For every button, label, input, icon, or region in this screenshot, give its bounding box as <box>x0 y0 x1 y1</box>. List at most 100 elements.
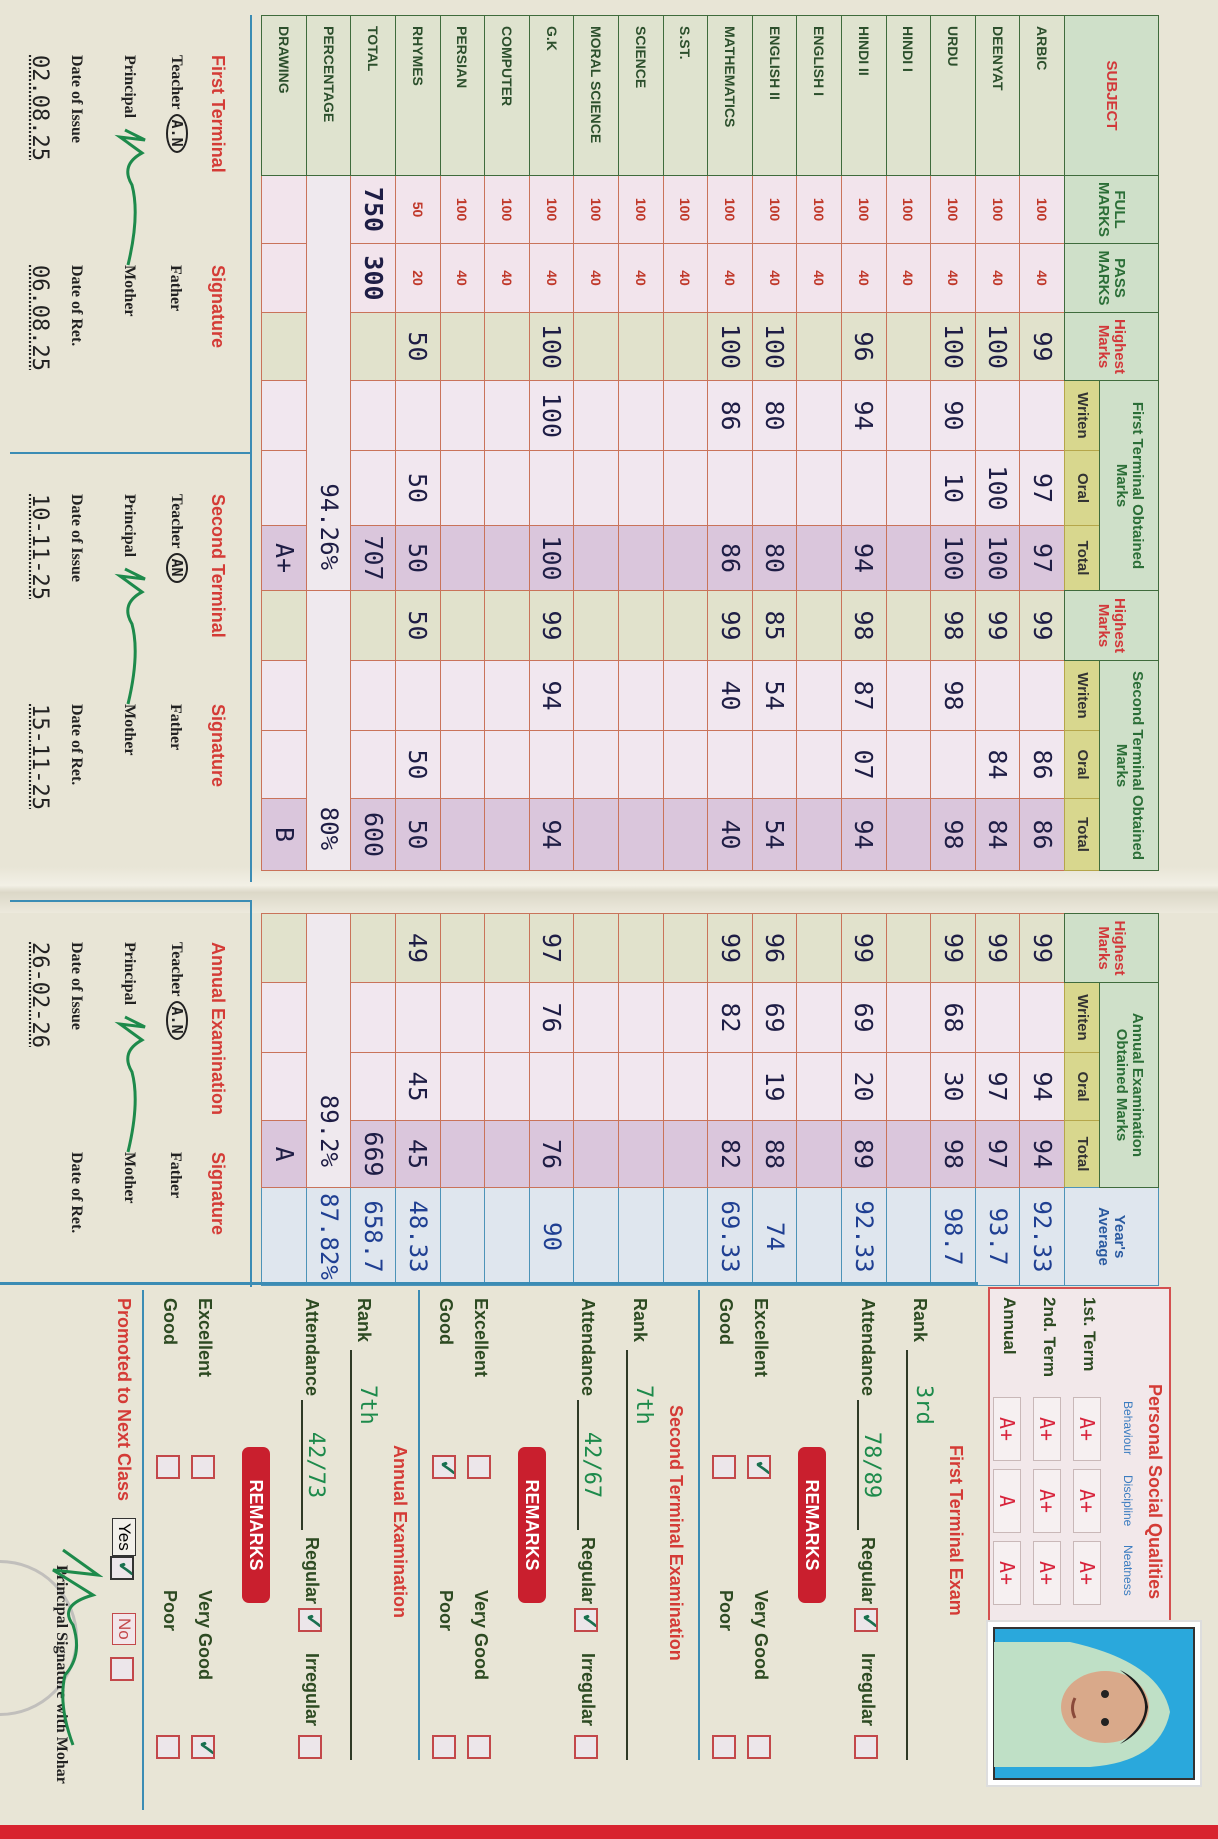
total-header: Total <box>1064 1120 1100 1188</box>
second-terminal-oral-cell <box>752 730 797 799</box>
remark-checkbox-good[interactable] <box>156 1455 180 1479</box>
subject-row: TOTAL 750 300 707 600 <box>351 15 396 871</box>
first-terminal-oral-cell: 10 <box>930 450 976 526</box>
second-terminal-oral-cell <box>440 730 485 799</box>
section-divider <box>418 1290 420 1760</box>
total-header: Total <box>1064 798 1100 871</box>
first-terminal-highest-cell: 96 <box>841 312 887 381</box>
remark-checkbox-very-good[interactable] <box>467 1735 491 1759</box>
date-of-issue-label: Date of Issue <box>68 494 85 582</box>
regular-label: Regular <box>578 1537 598 1605</box>
annual-total-cell: 94 <box>1019 1120 1065 1188</box>
first-terminal-total-cell <box>440 525 485 591</box>
first-terminal-oral-cell <box>351 450 396 526</box>
subject-name: PERCENTAGE <box>306 15 351 176</box>
annual-written-cell <box>395 982 441 1053</box>
subject-row: 97 76 76 90 <box>529 913 574 1286</box>
psq-grade: A <box>993 1469 1021 1533</box>
annual-highest-cell: 99 <box>707 913 753 983</box>
remark-checkbox-poor[interactable] <box>156 1735 180 1759</box>
pass-marks-cell: 40 <box>440 243 485 313</box>
subject-name: HINDI I <box>886 15 931 176</box>
irregular-checkbox[interactable] <box>574 1735 598 1759</box>
remark-label: Very Good <box>751 1590 771 1681</box>
remark-checkbox-good[interactable] <box>712 1455 736 1479</box>
second-terminal-oral-cell <box>886 730 931 799</box>
second-terminal-oral-cell: 86 <box>1019 730 1065 799</box>
subject-row <box>886 913 931 1286</box>
annual-oral-cell <box>663 1052 708 1121</box>
principal-label: Principal <box>121 494 138 558</box>
years-average-cell: 69.33 <box>707 1187 753 1286</box>
subject-row: RHYMES 50 20 50 50 50 50 50 50 <box>395 15 441 871</box>
pass-marks-cell: 40 <box>975 243 1020 313</box>
irregular-checkbox[interactable] <box>854 1735 878 1759</box>
full-marks-cell: 100 <box>1019 175 1065 244</box>
irregular-label: Irregular <box>858 1653 878 1727</box>
annual-highest-cell: 96 <box>752 913 797 983</box>
annual-written-cell <box>573 982 619 1053</box>
first-terminal-total-cell: A+ <box>261 525 307 591</box>
annual-oral-cell: 19 <box>752 1052 797 1121</box>
years-average-cell <box>796 1187 842 1286</box>
annual-total-cell: 82 <box>707 1120 753 1188</box>
regular-checkbox[interactable] <box>854 1608 878 1632</box>
remark-checkbox-very-good[interactable] <box>191 1735 215 1759</box>
second-terminal-oral-cell <box>573 730 619 799</box>
psq-grade: A+ <box>993 1397 1021 1461</box>
promoted-label: Promoted to Next Class <box>114 1298 134 1502</box>
remarks-badge: REMARKS <box>798 1447 826 1603</box>
annual-written-cell <box>440 982 485 1053</box>
remark-checkbox-excellent[interactable] <box>467 1455 491 1479</box>
first-terminal-written-cell <box>1019 380 1065 451</box>
date-of-issue-label: Date of Issue <box>68 55 85 143</box>
remark-checkbox-very-good[interactable] <box>747 1735 771 1759</box>
years-average-cell <box>663 1187 708 1286</box>
annual-total-cell <box>440 1120 485 1188</box>
regular-checkbox[interactable] <box>298 1608 322 1632</box>
remark-label: Good <box>160 1298 180 1345</box>
annual-oral-cell: 45 <box>395 1052 441 1121</box>
first-terminal-total-cell: 100 <box>930 525 976 591</box>
regular-checkbox[interactable] <box>574 1608 598 1632</box>
annual-written-cell <box>663 982 708 1053</box>
annual-total-cell: 98 <box>930 1120 976 1188</box>
first-terminal-highest-cell <box>440 312 485 381</box>
second-terminal-highest-cell <box>440 590 485 661</box>
annual-highest-cell <box>573 913 619 983</box>
full-marks-cell: 750 <box>351 175 396 244</box>
second-terminal-total-cell <box>796 798 842 871</box>
annual-oral-cell <box>886 1052 931 1121</box>
second-terminal-oral-cell: 07 <box>841 730 887 799</box>
annual-highest-cell <box>663 913 708 983</box>
yes-label: Yes <box>112 1518 136 1556</box>
annual-written-cell <box>975 982 1020 1053</box>
promoted-yes-checkbox[interactable] <box>110 1556 134 1580</box>
subject-row <box>618 913 664 1286</box>
second-terminal-header: Second Terminal Obtained Marks <box>1099 660 1159 871</box>
second-terminal-total-cell: 94 <box>529 798 574 871</box>
remark-checkbox-good[interactable] <box>432 1455 456 1479</box>
remark-label: Poor <box>436 1590 456 1632</box>
attendance-value: 78/89 <box>857 1400 884 1530</box>
remark-checkbox-poor[interactable] <box>712 1735 736 1759</box>
second-terminal-written-cell: 40 <box>707 660 753 731</box>
oral-header: Oral <box>1064 730 1100 799</box>
annual-highest-cell <box>351 913 396 983</box>
full-marks-cell: 100 <box>618 175 664 244</box>
mother-label: Mother <box>121 1152 138 1204</box>
irregular-checkbox[interactable] <box>298 1735 322 1759</box>
remark-checkbox-poor[interactable] <box>432 1735 456 1759</box>
second-terminal-written-cell <box>886 660 931 731</box>
subject-row <box>440 913 485 1286</box>
date-of-issue-value: 10-11-25 <box>27 494 52 600</box>
first-terminal-written-cell <box>663 380 708 451</box>
teacher-initials: AN <box>166 552 188 583</box>
remark-checkbox-excellent[interactable] <box>191 1455 215 1479</box>
remark-checkbox-excellent[interactable] <box>747 1455 771 1479</box>
subject-name: RHYMES <box>395 15 441 176</box>
annual-highest-cell: 99 <box>930 913 976 983</box>
second-terminal-total-cell: 98 <box>930 798 976 871</box>
first-terminal-total-cell: 100 <box>975 525 1020 591</box>
promoted-no-checkbox[interactable] <box>110 1657 134 1681</box>
